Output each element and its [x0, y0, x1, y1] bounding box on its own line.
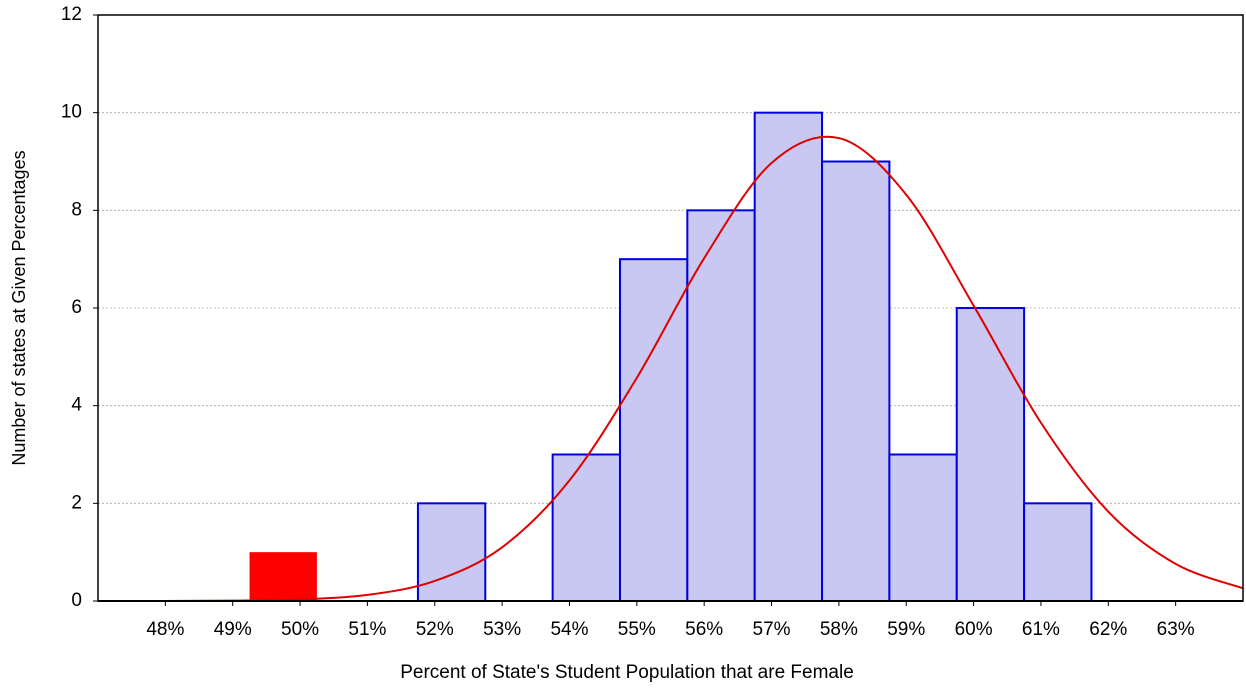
bar: [955, 307, 1026, 602]
plot-frame: [97, 14, 1244, 602]
x-tick-label: 58%: [820, 619, 858, 640]
y-tick-label: 8: [71, 199, 82, 220]
x-tick-label: 61%: [1022, 619, 1060, 640]
fit-curve: [97, 135, 1244, 602]
x-tick-label: 49%: [214, 619, 252, 640]
x-tick-label: 52%: [416, 619, 454, 640]
y-tick-label: 0: [71, 590, 82, 611]
x-tick-label: 51%: [348, 619, 386, 640]
x-tick-label: 63%: [1157, 619, 1195, 640]
y-tick-label: 12: [61, 4, 82, 25]
x-tick-label: 53%: [483, 619, 521, 640]
x-axis-label: Percent of State's Student Population th…: [400, 662, 854, 683]
bar: [821, 160, 891, 602]
x-tick-label: 60%: [955, 619, 993, 640]
highlight-bar: [249, 552, 317, 601]
bar: [618, 258, 689, 602]
y-axis-label: Number of states at Given Percentages: [9, 150, 29, 465]
bar: [888, 453, 958, 602]
bar: [551, 453, 621, 602]
x-tick-label: 56%: [685, 619, 723, 640]
y-tick-label: 4: [71, 395, 82, 416]
x-tick-label: 57%: [753, 619, 791, 640]
y-tick-label: 2: [71, 492, 82, 513]
y-tick-label: 6: [71, 297, 82, 318]
y-tick-label: 10: [61, 102, 82, 123]
x-tick-label: 55%: [618, 619, 656, 640]
x-tick-label: 62%: [1089, 619, 1127, 640]
bar: [753, 111, 824, 603]
x-tick-label: 59%: [887, 619, 925, 640]
x-tick-label: 54%: [550, 619, 588, 640]
bar: [416, 502, 487, 603]
x-tick-label: 50%: [281, 619, 319, 640]
x-tick-label: 48%: [146, 619, 184, 640]
bar: [1023, 502, 1093, 603]
